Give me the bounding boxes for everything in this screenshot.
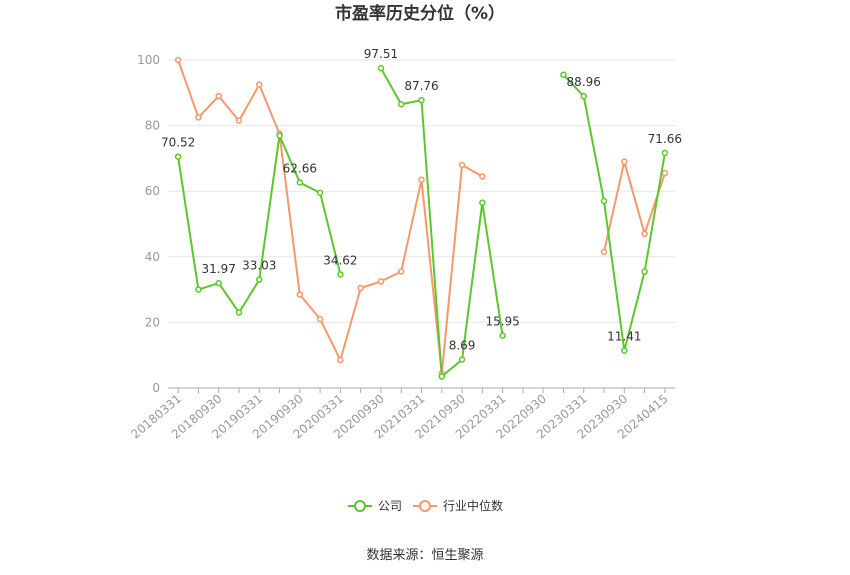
- legend-item-industry-median[interactable]: 行业中位数: [413, 498, 503, 513]
- y-tick-label: 20: [145, 315, 160, 329]
- data-point-0[interactable]: [195, 286, 202, 293]
- data-point-0[interactable]: [296, 179, 304, 186]
- data-point-0[interactable]: [316, 189, 324, 197]
- data-point-0[interactable]: [479, 199, 486, 206]
- y-tick-label: 60: [145, 184, 160, 198]
- data-point-1[interactable]: [661, 169, 669, 177]
- y-tick-label: 100: [137, 53, 160, 67]
- x-axis: 2018033120180930201903312019093020200331…: [128, 387, 675, 442]
- y-tick-label: 40: [145, 250, 160, 264]
- data-labels: 70.52 31.97 33.03 62.66 34.62 97.51 87.76 8.69 1…: [161, 47, 682, 352]
- source-note: 数据来源：恒生聚源: [366, 548, 483, 563]
- data-point-1[interactable]: [600, 248, 608, 256]
- data-point-1[interactable]: [377, 278, 385, 285]
- data-point-0[interactable]: [418, 96, 425, 104]
- data-point-0[interactable]: [621, 347, 628, 354]
- data-label: 11.41: [607, 330, 641, 344]
- series-line-1: [177, 59, 483, 375]
- data-point-1[interactable]: [458, 161, 466, 169]
- data-label: 33.03: [242, 259, 276, 273]
- data-label: 15.95: [485, 315, 519, 329]
- data-label: 97.51: [364, 47, 398, 61]
- data-point-1[interactable]: [316, 315, 324, 323]
- data-point-0[interactable]: [641, 268, 648, 275]
- data-point-1[interactable]: [337, 356, 344, 364]
- data-label: 34.62: [323, 253, 357, 267]
- legend-item-company[interactable]: 公司: [348, 499, 402, 513]
- y-tick-label: 0: [152, 381, 160, 395]
- data-point-0[interactable]: [215, 279, 222, 287]
- y-tick-label: 80: [145, 119, 160, 133]
- legend: 公司 行业中位数: [348, 498, 503, 513]
- legend-label-industry-median: 行业中位数: [443, 498, 503, 513]
- data-point-1[interactable]: [296, 291, 304, 298]
- data-point-1[interactable]: [479, 173, 486, 180]
- data-point-1[interactable]: [357, 284, 364, 292]
- data-point-1[interactable]: [174, 56, 182, 64]
- data-point-0[interactable]: [580, 92, 587, 100]
- data-label: 8.69: [449, 338, 476, 352]
- data-label: 87.76: [404, 79, 438, 93]
- data-point-0[interactable]: [174, 153, 182, 160]
- data-point-0[interactable]: [276, 132, 283, 139]
- chart-title: 市盈率历史分位（%）: [335, 3, 505, 24]
- data-point-0[interactable]: [256, 276, 263, 283]
- data-point-1[interactable]: [418, 176, 425, 183]
- data-point-0[interactable]: [600, 197, 608, 205]
- series-line-1: [603, 160, 666, 253]
- data-point-0[interactable]: [458, 356, 466, 363]
- data-point-1[interactable]: [641, 230, 648, 238]
- data-point-0[interactable]: [560, 71, 567, 79]
- data-point-1[interactable]: [397, 268, 405, 275]
- data-label: 70.52: [161, 136, 195, 150]
- data-label: 62.66: [283, 161, 317, 175]
- data-point-1[interactable]: [215, 92, 222, 100]
- data-point-0[interactable]: [397, 101, 405, 108]
- legend-label-company: 公司: [378, 499, 402, 513]
- data-point-0[interactable]: [377, 64, 385, 72]
- data-point-1[interactable]: [256, 81, 263, 88]
- data-point-0[interactable]: [235, 309, 243, 316]
- data-label: 31.97: [202, 262, 236, 276]
- y-axis: 0 20 40 60 80 100: [137, 53, 160, 395]
- data-point-1[interactable]: [195, 114, 202, 121]
- series-line-0: [380, 67, 504, 378]
- series-layer: [174, 56, 669, 380]
- data-label: 88.96: [567, 75, 601, 89]
- data-point-0[interactable]: [337, 271, 344, 278]
- gridlines: [168, 59, 675, 323]
- data-point-0[interactable]: [661, 149, 669, 157]
- data-point-0[interactable]: [438, 373, 446, 380]
- data-label: 71.66: [648, 132, 682, 146]
- data-point-1[interactable]: [621, 158, 628, 165]
- data-point-0[interactable]: [499, 332, 506, 339]
- series-line-0: [562, 74, 666, 352]
- data-point-1[interactable]: [235, 117, 243, 124]
